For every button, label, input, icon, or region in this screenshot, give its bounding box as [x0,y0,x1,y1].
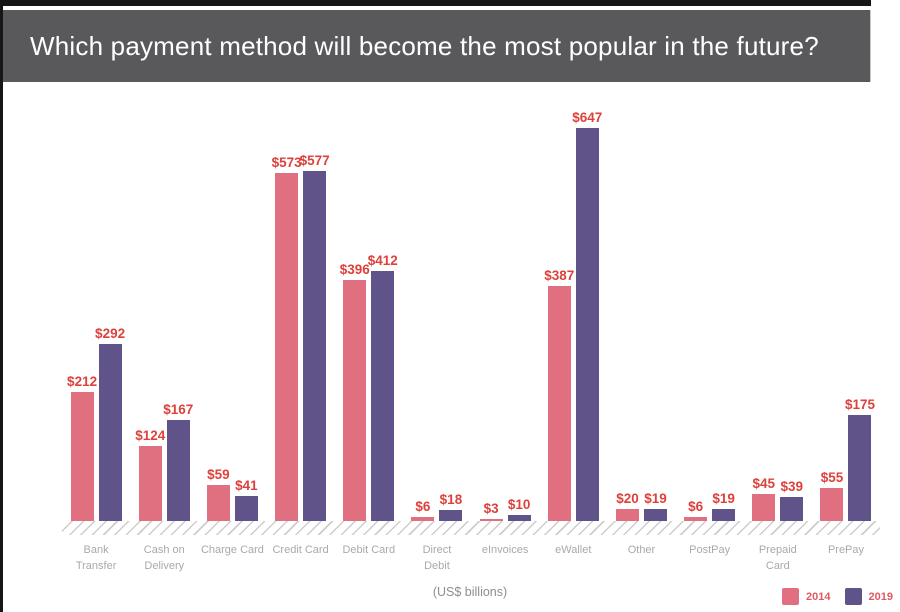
x-axis-category-labels: Bank Transfer Cash on Delivery Charge Card… [62,543,880,575]
window-edge-left [0,0,3,612]
bar-2019: $167 [163,402,193,521]
bar-2019: $18 [439,492,463,521]
bar-2019: $412 [368,253,398,521]
bar-value-label: $167 [163,402,194,417]
category-label: Credit Card [272,544,329,556]
bar-2014: $59 [206,467,230,521]
bar-value-label: $18 [439,492,463,507]
legend-swatch-2014 [782,588,800,605]
bar-group: $387 $647 [539,110,607,521]
bar-group: $59 $41 [198,128,266,521]
category-label: Bank Transfer [75,544,117,572]
category-label: PostPay [689,544,731,556]
bar-2014: $212 [67,374,97,521]
chart-title: Which payment method will become the mos… [30,30,819,61]
units-label: (US$ billions) [432,585,508,599]
bar-2014: $3 [479,501,503,521]
category-label: Charge Card [200,544,264,556]
bar-group: $6 $19 [676,128,744,521]
bar-2014: $124 [135,428,165,521]
bar-value-label: $59 [207,467,230,482]
x-axis-hatched-baseline [62,521,880,535]
category-label: Debit Card [342,544,396,556]
bar-2019: $19 [643,491,667,521]
bar-2014: $6 [411,499,435,521]
bar-value-label: $45 [752,476,776,491]
category-label: Cash on Delivery [143,544,185,572]
bar-group: $396 $412 [335,128,403,521]
legend-item-2014: 2014 [782,588,831,605]
bar-value-label: $39 [780,479,804,494]
bar-value-label: $212 [67,374,98,389]
bar-value-label: $19 [644,491,667,506]
bar-value-label: $396 [339,262,370,277]
legend-swatch-2019 [844,588,862,605]
bar-2014: $45 [752,476,776,521]
bar-group: $124 $167 [130,128,198,521]
bar-2019: $577 [300,153,330,521]
chart-legend: 2014 2019 [782,588,893,605]
category-label: PrePay [827,544,865,556]
bar-value-label: $10 [507,497,531,512]
bar-group: $3 $10 [471,128,539,521]
bar-2014: $573 [272,155,302,521]
bar-value-label: $41 [235,478,258,493]
bar-value-label: $20 [616,491,639,506]
bar-2014: $6 [684,499,708,521]
bar-group: $573 $577 [267,128,335,521]
bar-2014: $396 [340,262,370,521]
legend-label: 2014 [806,590,831,603]
window-edge-top [0,0,871,6]
bar-value-label: $6 [688,499,704,514]
bar-2014: $55 [820,470,844,521]
bar-2014: $387 [544,268,574,521]
bar-value-label: $175 [844,397,875,412]
bar-2019: $19 [712,491,736,521]
bar-group: $212 $292 [62,128,130,521]
chart-header: Which payment method will become the mos… [3,10,871,82]
bar-value-label: $19 [712,491,735,506]
bar-value-label: $647 [572,110,603,125]
legend-label: 2019 [868,590,893,603]
bar-value-label: $387 [544,268,575,283]
bar-group: $55 $175 [812,128,880,521]
bar-value-label: $6 [415,499,431,514]
bar-value-label: $573 [271,155,302,170]
category-label: Direct Debit [422,544,452,572]
bar-value-label: $577 [299,153,330,168]
bar-group: $6 $18 [403,128,471,521]
bar-2019: $10 [507,497,531,521]
bar-2019: $292 [95,326,125,521]
legend-item-2019: 2019 [844,588,893,605]
bar-2019: $647 [572,110,602,521]
bar-value-label: $124 [135,428,166,443]
category-label: Other [627,544,656,556]
bar-2019: $39 [780,479,804,521]
bar-2014: $20 [615,491,639,521]
bar-value-label: $292 [95,326,126,341]
category-label: eInvoices [481,544,529,556]
category-label: Prepaid Card [758,544,797,572]
category-label: eWallet [555,544,592,556]
bar-2019: $41 [234,478,258,521]
bar-2019: $175 [845,397,875,521]
bar-group: $45 $39 [744,128,812,521]
bar-value-label: $55 [820,470,844,485]
bar-value-label: $3 [483,501,499,516]
bar-value-label: $412 [367,253,398,268]
bar-chart-plot-area: $212 $292 $124 $167 $59 $41 $573 $577 $396 $412 $6… [62,110,880,521]
bar-group: $20 $19 [607,128,675,521]
